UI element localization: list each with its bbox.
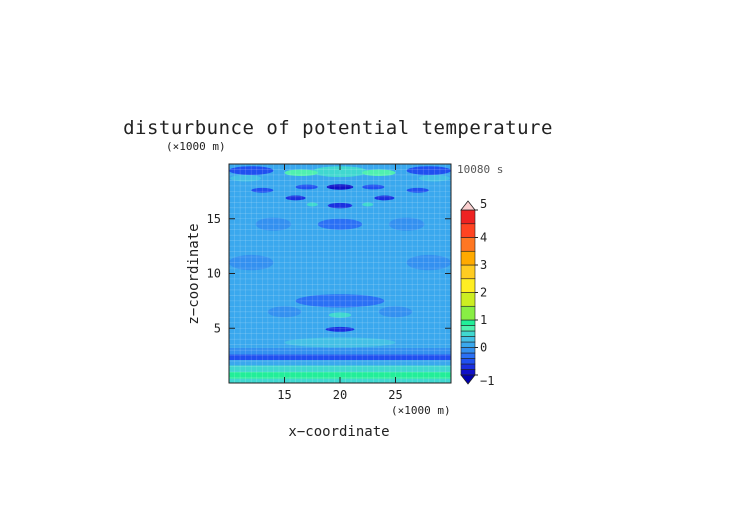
field-band: [229, 360, 451, 366]
field-feature: [418, 174, 450, 182]
time-label: 10080 s: [457, 163, 503, 176]
colorbar-over-triangle: [460, 200, 476, 211]
colorbar-segment: [460, 223, 476, 238]
colorbar-segment: [460, 237, 476, 252]
field-feature: [312, 166, 368, 178]
colorbar-tick-label: 0: [480, 341, 487, 355]
colorbar-segment: [460, 278, 476, 293]
y-tick-label: 15: [207, 212, 221, 226]
x-tick-label: 20: [333, 388, 347, 402]
x-tick-label: 25: [388, 388, 402, 402]
field-band: [229, 365, 451, 373]
field-feature: [406, 254, 451, 271]
field-feature: [326, 184, 354, 190]
y-tick-label: 5: [214, 321, 221, 335]
colorbar-under-triangle: [460, 374, 476, 385]
field-feature: [251, 187, 274, 193]
contour-field: [229, 164, 451, 383]
field-feature: [328, 312, 352, 318]
colorbar: −1 0 1 2 3 4 5: [460, 197, 494, 388]
field-feature: [229, 166, 274, 175]
colorbar-segment: [460, 330, 476, 337]
colorbar-segment: [460, 363, 476, 370]
field-feature: [273, 274, 407, 284]
field-feature: [284, 169, 318, 177]
colorbar-tick-label: −1: [480, 374, 494, 388]
field-feature: [362, 184, 385, 190]
field-feature: [295, 184, 318, 190]
x-tick-label: 15: [277, 388, 291, 402]
y-axis-ticks: 5 10 15: [207, 212, 451, 335]
field-feature: [317, 218, 363, 230]
field-feature: [406, 187, 429, 193]
field-feature: [327, 202, 353, 209]
colorbar-segment: [460, 352, 476, 359]
colorbar-tick-label: 4: [480, 231, 487, 245]
field-band: [229, 347, 451, 355]
field-feature: [267, 306, 302, 318]
colorbar-segment: [460, 250, 476, 266]
y-unit-label: (×1000 m): [166, 140, 226, 153]
field-feature: [362, 202, 374, 207]
colorbar-tick-label: 1: [480, 313, 487, 327]
x-axis-label: x−coordinate: [288, 424, 389, 440]
field-feature: [324, 237, 356, 253]
field-feature: [406, 166, 451, 175]
field-feature: [295, 294, 385, 308]
field-feature: [388, 217, 425, 231]
field-feature: [284, 337, 396, 348]
colorbar-segment: [460, 325, 476, 332]
colorbar-segment: [460, 369, 476, 376]
field-band: [229, 372, 451, 379]
field-feature: [230, 174, 262, 182]
x-unit-label: (×1000 m): [391, 404, 451, 417]
colorbar-segment: [460, 305, 476, 321]
field-feature: [285, 195, 306, 201]
colorbar-segment: [460, 347, 476, 354]
field-feature: [255, 217, 292, 231]
colorbar-tick-label: 3: [480, 258, 487, 272]
field-feature: [229, 254, 274, 271]
grid-lines: [229, 164, 451, 383]
y-axis-label: z−coordinate: [186, 223, 202, 324]
x-axis-ticks: 15 20 25: [277, 164, 403, 402]
field-feature: [378, 306, 413, 318]
colorbar-segment: [460, 336, 476, 343]
field-feature: [362, 169, 396, 177]
colorbar-segment: [460, 358, 476, 365]
field-band: [229, 354, 451, 361]
y-tick-label: 10: [207, 267, 221, 281]
field-feature: [325, 326, 355, 332]
colorbar-segment: [460, 292, 476, 307]
chart-title: disturbunce of potential temperature: [123, 117, 553, 139]
field-feature: [374, 195, 395, 201]
colorbar-tick-label: 5: [480, 197, 487, 211]
colorbar-segment: [460, 209, 476, 225]
colorbar-segment: [460, 264, 476, 280]
colorbar-tick-label: 2: [480, 286, 487, 300]
colorbar-segment: [460, 341, 476, 348]
colorbar-segment: [460, 319, 476, 326]
field-feature: [306, 202, 318, 207]
